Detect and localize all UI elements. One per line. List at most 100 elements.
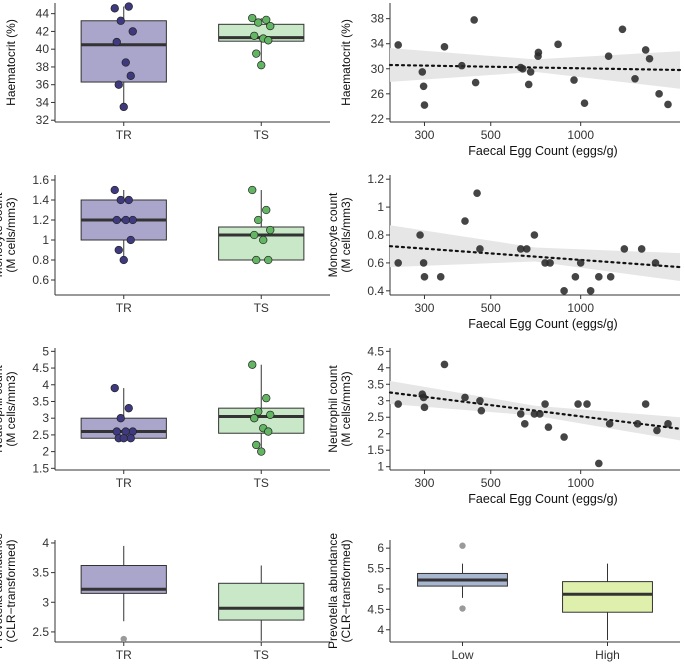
data-point: [110, 383, 119, 393]
y-tick-label: 0.8: [32, 253, 49, 267]
data-point: [457, 61, 466, 70]
y-axis-label: Monocyte count: [326, 192, 340, 277]
data-point: [254, 215, 263, 225]
panel-haematocrit-box: 32 34 36 38 40 42 44 Haematocrit (%) TR TS: [4, 2, 330, 142]
data-point: [126, 434, 135, 443]
box-high: [562, 581, 653, 613]
data-point: [530, 231, 539, 239]
y-tick-label: 4.5: [367, 602, 384, 616]
x-axis-title: Faecal Egg Count (eggs/g): [468, 317, 617, 331]
data-point: [470, 16, 478, 24]
data-point: [119, 255, 128, 265]
data-point: [477, 406, 486, 415]
data-point: [645, 54, 654, 63]
data-point: [534, 48, 543, 57]
x-tick-label: TS: [254, 648, 269, 662]
data-point: [595, 273, 603, 281]
data-point: [586, 287, 595, 295]
data-point: [420, 273, 429, 281]
y-tick-label: 32: [36, 113, 50, 127]
y-tick-label: 0.8: [367, 228, 384, 242]
x-axis-title: Faecal Egg Count (eggs/g): [468, 144, 617, 158]
data-point: [651, 259, 660, 267]
data-point: [473, 189, 481, 197]
y-tick-label: 6: [377, 541, 384, 555]
data-point: [264, 255, 273, 265]
y-axis-label: (M cells/mm3): [339, 197, 353, 272]
data-point: [262, 393, 271, 403]
data-point: [416, 231, 424, 239]
panel-haematocrit-scatter: 22 26 30 34 38 Haematocrit (%) 300 500 1000 Faeca…: [339, 3, 682, 158]
data-point: [583, 400, 591, 408]
x-tick-label: 300: [414, 476, 434, 490]
data-point: [262, 15, 271, 25]
data-point: [541, 400, 549, 408]
confidence-band: [390, 225, 680, 282]
data-point: [264, 427, 273, 436]
data-point: [419, 393, 428, 402]
data-point: [124, 404, 133, 413]
x-tick-label: 500: [481, 128, 501, 142]
x-tick-label: 300: [414, 301, 434, 315]
data-point: [252, 440, 261, 450]
y-tick-label: 0.4: [367, 284, 384, 298]
y-tick-label: 1.5: [367, 443, 384, 457]
data-point: [440, 360, 449, 369]
y-tick-label: 26: [371, 87, 385, 101]
panel-monocyte-box: 0.6 0.8 1 1.2 1.4 1.6 Monocyte count (M cells/m…: [0, 173, 330, 315]
data-point: [618, 25, 627, 34]
y-tick-label: 40: [36, 42, 50, 56]
data-point: [262, 205, 271, 215]
y-tick-label: 2: [42, 445, 49, 459]
data-point: [114, 80, 123, 89]
data-point: [641, 400, 650, 408]
y-axis-label: (M cells/mm3): [339, 371, 353, 446]
y-tick-label: 4: [42, 536, 49, 550]
data-point: [114, 245, 123, 255]
data-point: [546, 259, 554, 267]
data-point: [476, 245, 484, 253]
data-point: [436, 273, 445, 281]
y-tick-label: 2.5: [32, 428, 49, 442]
data-point: [576, 259, 585, 267]
data-point: [522, 245, 531, 253]
y-axis-label: Prevotella abundance: [0, 533, 5, 649]
box-ts: [218, 582, 305, 621]
data-point: [121, 215, 130, 225]
data-point: [664, 420, 672, 428]
y-tick-label: 2.5: [367, 410, 384, 424]
data-point: [252, 49, 261, 58]
panel-neutrophil-scatter: 1 1.5 2 2.5 3 3.5 4 4.5 Neutrophil count (M cells…: [326, 344, 682, 506]
y-tick-label: 4: [42, 378, 49, 392]
data-point: [530, 410, 539, 418]
data-point: [570, 76, 578, 84]
y-axis-label: (CLR−transformed): [4, 539, 18, 642]
data-point: [248, 13, 257, 23]
y-tick-label: 1.4: [32, 193, 49, 207]
x-tick-label: 1000: [567, 476, 594, 490]
data-point: [419, 82, 428, 91]
data-point: [116, 414, 125, 423]
y-tick-label: 4: [377, 623, 384, 637]
data-point: [394, 41, 402, 49]
data-point: [653, 426, 661, 435]
y-axis-label: (M cells/mm3): [4, 197, 18, 272]
data-point: [121, 58, 130, 67]
data-point: [126, 71, 135, 80]
data-point: [116, 16, 125, 25]
data-point: [420, 101, 429, 109]
data-point: [471, 78, 480, 87]
data-point: [520, 420, 529, 428]
data-point: [110, 4, 119, 13]
data-point: [248, 360, 257, 369]
data-point: [536, 410, 544, 418]
y-tick-label: 3.5: [367, 377, 384, 391]
data-point: [124, 2, 133, 11]
y-axis-label: Prevotella abundance: [326, 533, 340, 649]
data-point: [419, 259, 428, 267]
y-tick-label: 4.5: [367, 344, 384, 358]
y-tick-label: 4: [377, 361, 384, 375]
y-tick-label: 30: [371, 62, 385, 76]
data-point: [571, 273, 580, 281]
data-point: [631, 74, 639, 83]
